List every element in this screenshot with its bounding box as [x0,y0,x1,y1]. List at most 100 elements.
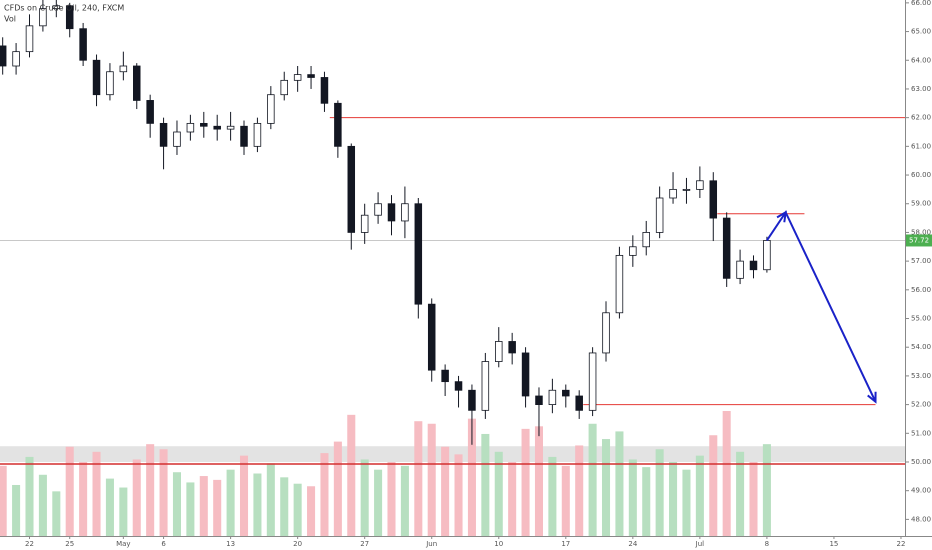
volume-bar [226,469,235,536]
volume-label: Vol [4,15,16,24]
volume-bar [749,462,758,536]
candle-body [454,381,463,391]
volume-bar [186,482,195,536]
volume-bar [534,426,543,536]
candle-body [213,125,221,130]
candle-body [495,341,503,362]
volume-bar [454,454,463,536]
candle-body [642,232,650,248]
candle-body [159,122,168,147]
candle-body [749,260,758,271]
candle-body [427,303,436,371]
volume-bar [494,451,503,536]
candle-body [387,203,396,222]
volume-bar [280,477,289,536]
volume-bar [320,453,329,536]
volume-bar [521,428,530,536]
candle-body [240,125,248,147]
candle-body [575,395,583,411]
highlight-band [0,446,905,462]
candle-body [320,77,329,104]
volume-bar [669,462,678,536]
y-tick-label: 48.00 [911,515,931,523]
volume-bar [199,476,208,536]
candle-body [548,389,557,406]
volume-bar [441,446,450,536]
volume-bar [655,449,664,536]
x-tick-label: 6 [161,540,166,548]
candle-body [655,197,664,233]
y-tick-label: 59.00 [911,200,931,208]
candle-body [106,71,114,96]
volume-bar [159,449,168,536]
candle-body [186,122,195,133]
candle-body [535,395,543,406]
background-layer [0,117,905,536]
y-tick-label: 56.00 [911,286,931,294]
candle-body [562,389,570,397]
candle-body [763,240,771,271]
x-tick-label: 20 [293,540,302,548]
volume-bar [736,451,745,536]
arrow-head [776,210,787,223]
chart-title: CFDs on Crude Oil, 240, FXCM [4,4,124,13]
volume-bar [508,462,517,536]
volume-bar [427,423,436,536]
y-tick-label: 58.00 [911,228,931,236]
volume-bar [374,469,383,536]
marks-layer [0,0,771,445]
candle-body [629,246,637,256]
candle-body [12,51,20,67]
volume-bar [239,455,249,536]
volume-bar [172,472,181,536]
x-tick-label: 24 [628,540,637,548]
volume-bar [79,462,88,536]
candle-body [52,5,61,10]
y-tick-label: 50.00 [911,458,931,466]
volume-bar [92,451,101,536]
candle-body [267,94,275,124]
volume-bar [548,456,557,536]
arrow-head [867,391,877,404]
volume-bar [293,483,302,536]
volume-bar [467,418,476,536]
candle-body [722,217,731,279]
y-tick-label: 54.00 [911,343,931,351]
volume-bar [682,469,691,536]
candle-body [709,180,718,219]
candle-body [0,45,7,67]
volume-bar [588,423,597,536]
volume-bar [119,487,128,536]
candle-body [682,188,691,191]
x-tick-label: 22 [25,540,34,548]
candle-body [481,361,490,411]
volume-bar [333,441,342,536]
volume-bar [695,455,704,536]
volume-bar [12,484,21,536]
candle-body [401,203,409,222]
candle-body [226,125,235,130]
candle-body [65,5,74,30]
volume-bar [561,465,570,536]
candle-body [414,203,423,305]
candle-body [200,122,208,127]
volume-bar [25,456,34,536]
volume-bar [481,433,490,536]
candle-body [39,8,47,27]
volume-bar [266,463,275,536]
y-tick-label: 52.00 [911,401,931,409]
volume-bar [307,486,316,536]
candle-body [79,28,87,61]
volume-bar [0,465,7,536]
x-tick-label: May [116,540,130,548]
candle-body [669,188,677,199]
volume-bar [65,446,74,536]
volume-bar [615,431,624,536]
candle-body [347,145,356,233]
volume-bar [347,414,356,536]
volume-bar [38,474,47,536]
y-tick-label: 63.00 [911,85,931,93]
candle-body [374,203,382,216]
candle-body [146,100,154,124]
candle-body [334,102,342,147]
